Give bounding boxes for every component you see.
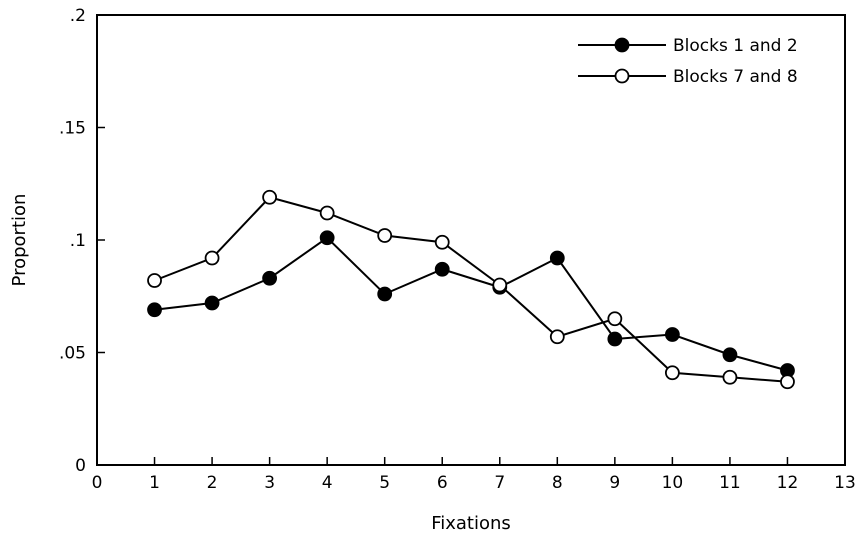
open-marker (722, 369, 738, 385)
filled-marker (319, 230, 335, 246)
x-tick-label: 1 (149, 473, 160, 493)
filled-marker (722, 347, 738, 363)
y-tick-label: 0 (75, 456, 86, 476)
x-axis-ticks: 0 1 2 3 4 5 6 7 8 9 10 11 12 13 (92, 457, 856, 493)
open-marker (377, 228, 393, 243)
open-marker (434, 234, 450, 250)
x-tick-label: 3 (264, 473, 275, 493)
open-marker (147, 273, 162, 288)
y-axis-ticks: 0 .05 .1 .15 .2 (59, 6, 105, 476)
y-tick-label: .2 (70, 6, 86, 26)
legend-open-marker (614, 68, 630, 84)
series-1 (147, 230, 795, 378)
legend-label: Blocks 7 and 8 (673, 67, 798, 87)
x-tick-label: 13 (834, 473, 856, 493)
x-tick-label: 4 (322, 473, 333, 493)
legend-item: Blocks 7 and 8 (578, 67, 798, 87)
filled-marker (377, 286, 393, 302)
legend: Blocks 1 and 2 Blocks 7 and 8 (578, 36, 798, 87)
open-marker (262, 189, 278, 205)
series-layer (147, 189, 795, 390)
filled-marker (434, 261, 450, 277)
open-marker (780, 374, 795, 390)
x-tick-label: 12 (777, 473, 799, 493)
x-tick-label: 0 (92, 473, 103, 493)
x-tick-label: 10 (662, 473, 684, 493)
y-axis-title: Proportion (9, 194, 30, 287)
open-marker (492, 277, 508, 293)
legend-label: Blocks 1 and 2 (673, 36, 798, 56)
x-tick-label: 8 (552, 473, 563, 493)
legend-filled-marker (614, 37, 630, 53)
open-marker (549, 329, 565, 345)
legend-item: Blocks 1 and 2 (578, 36, 798, 56)
x-tick-label: 5 (379, 473, 390, 493)
filled-marker (147, 302, 162, 318)
x-tick-label: 11 (719, 473, 741, 493)
filled-marker (607, 331, 623, 347)
open-marker (664, 365, 680, 381)
series-2 (147, 189, 795, 390)
y-tick-label: .05 (59, 344, 86, 364)
x-tick-label: 6 (437, 473, 448, 493)
series-line (154, 236, 788, 372)
y-tick-label: .15 (59, 119, 86, 139)
open-marker (204, 250, 220, 266)
filled-marker (664, 327, 680, 342)
x-tick-label: 7 (494, 473, 505, 493)
filled-marker (549, 250, 565, 266)
series-line (154, 196, 788, 383)
y-tick-label: .1 (70, 231, 86, 251)
open-marker (319, 205, 335, 221)
filled-marker (262, 270, 278, 286)
x-tick-label: 9 (609, 473, 620, 493)
filled-marker (204, 295, 220, 311)
open-marker (607, 311, 623, 327)
x-tick-label: 2 (207, 473, 218, 493)
x-axis-title: Fixations (431, 513, 511, 534)
